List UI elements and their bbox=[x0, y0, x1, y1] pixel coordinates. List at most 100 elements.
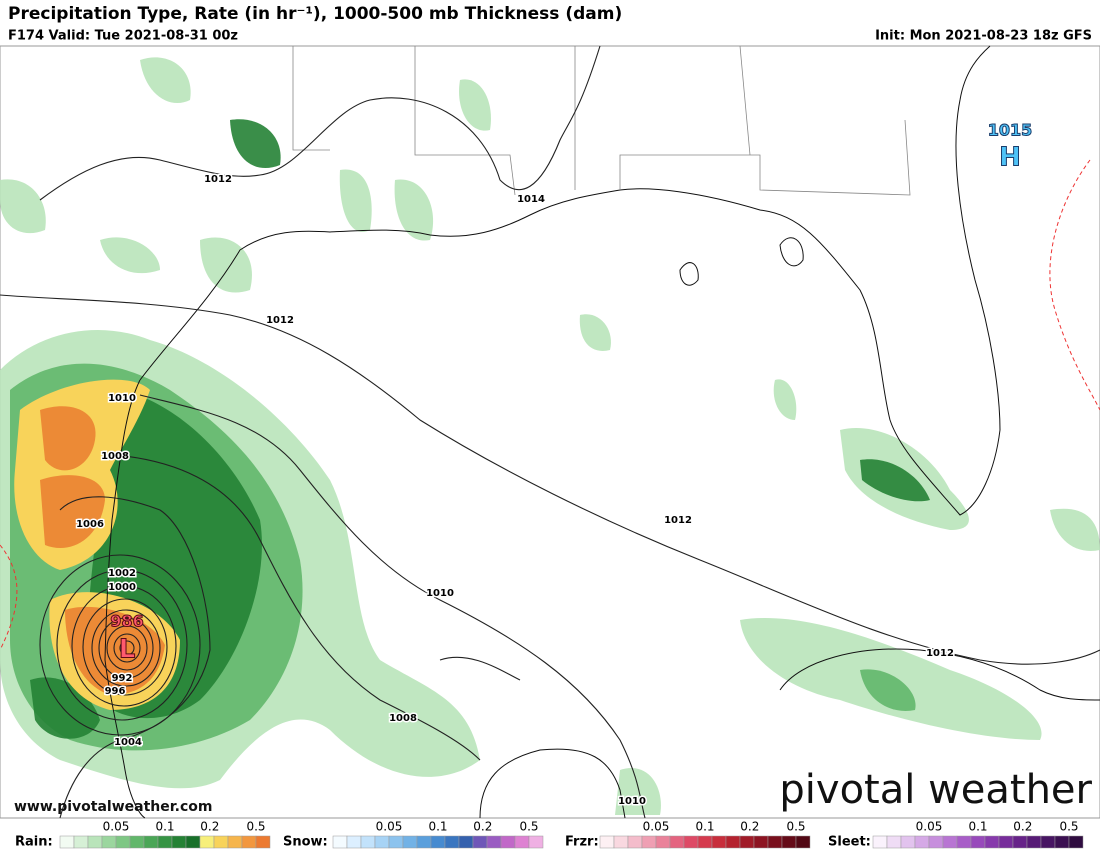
legend-swatch bbox=[795, 835, 811, 849]
legend-swatch bbox=[767, 835, 783, 849]
legend-swatch bbox=[956, 835, 972, 849]
legend-tick: 0.5 bbox=[519, 820, 538, 834]
logo: pivotal weather bbox=[779, 767, 1092, 813]
legend-swatch bbox=[185, 835, 201, 849]
isobar-label: 1010 bbox=[108, 393, 136, 404]
low-pressure: 986 bbox=[110, 612, 143, 631]
isobar-label: 992 bbox=[112, 673, 133, 684]
isobar-label: 1014 bbox=[517, 194, 545, 205]
legend-swatch bbox=[129, 835, 145, 849]
isobar-label: 1002 bbox=[108, 568, 136, 579]
legend-tick: 0.05 bbox=[103, 820, 130, 834]
legend-swatch bbox=[753, 835, 769, 849]
legend-swatch bbox=[970, 835, 986, 849]
legend-swatch bbox=[613, 835, 629, 849]
legend-tick: 0.5 bbox=[786, 820, 805, 834]
legend-swatch bbox=[781, 835, 797, 849]
legend-swatch bbox=[73, 835, 89, 849]
legend-swatch bbox=[346, 835, 362, 849]
legend-swatch bbox=[171, 835, 187, 849]
legend-label: Frzr: bbox=[565, 835, 599, 850]
legend-swatch bbox=[388, 835, 404, 849]
legend-swatch bbox=[374, 835, 390, 849]
legend-swatch bbox=[514, 835, 530, 849]
legend-swatch bbox=[1012, 835, 1028, 849]
legend-swatch bbox=[655, 835, 671, 849]
low-symbol: L bbox=[119, 635, 136, 665]
legend-swatch bbox=[416, 835, 432, 849]
isobar-label: 1008 bbox=[101, 451, 129, 462]
legend-swatch bbox=[255, 835, 271, 849]
legend-swatch bbox=[711, 835, 727, 849]
legend-swatch bbox=[528, 835, 544, 849]
legend-swatch bbox=[402, 835, 418, 849]
legend-tick: 0.2 bbox=[200, 820, 219, 834]
legend-swatch bbox=[627, 835, 643, 849]
legend-swatch bbox=[199, 835, 215, 849]
legend-swatch bbox=[213, 835, 229, 849]
isobar-label: 1008 bbox=[389, 713, 417, 724]
isobar-label: 1006 bbox=[76, 519, 104, 530]
map-title: Precipitation Type, Rate (in hr⁻¹), 1000… bbox=[8, 4, 622, 24]
init-time: Init: Mon 2021-08-23 18z GFS bbox=[875, 29, 1092, 44]
legend: Rain: 0.05 0.1 0.2 0.5 Snow: 0.05 0.1 0.2 0.5 Frzr… bbox=[15, 820, 1084, 850]
isobar-label: 1012 bbox=[926, 648, 954, 659]
legend-swatch bbox=[984, 835, 1000, 849]
isobar-label: 1004 bbox=[114, 737, 142, 748]
isobar-label: 1012 bbox=[204, 174, 232, 185]
high-pressure: 1015 bbox=[988, 121, 1033, 140]
legend-swatch bbox=[241, 835, 257, 849]
website: www.pivotalweather.com bbox=[14, 799, 213, 815]
isobar-label: 1010 bbox=[426, 588, 454, 599]
isobar-label: 996 bbox=[105, 686, 126, 697]
geography bbox=[0, 45, 1100, 819]
legend-swatch bbox=[143, 835, 159, 849]
legend-swatch bbox=[157, 835, 173, 849]
legend-swatch bbox=[500, 835, 516, 849]
legend-swatch bbox=[1054, 835, 1070, 849]
legend-swatch bbox=[725, 835, 741, 849]
legend-swatch bbox=[914, 835, 930, 849]
legend-swatch bbox=[886, 835, 902, 849]
legend-swatch bbox=[227, 835, 243, 849]
legend-tick: 0.05 bbox=[643, 820, 670, 834]
legend-swatch bbox=[900, 835, 916, 849]
legend-swatch bbox=[115, 835, 131, 849]
legend-swatch bbox=[641, 835, 657, 849]
legend-swatch bbox=[486, 835, 502, 849]
legend-swatch bbox=[87, 835, 103, 849]
legend-tick: 0.1 bbox=[428, 820, 447, 834]
legend-tick: 0.1 bbox=[155, 820, 174, 834]
legend-tick: 0.05 bbox=[376, 820, 403, 834]
isobar-label: 1012 bbox=[266, 315, 294, 326]
legend-swatch bbox=[942, 835, 958, 849]
legend-swatch bbox=[472, 835, 488, 849]
legend-tick: 0.2 bbox=[740, 820, 759, 834]
isobar-label: 1012 bbox=[664, 515, 692, 526]
legend-swatch bbox=[739, 835, 755, 849]
legend-label: Snow: bbox=[283, 835, 328, 850]
legend-swatch bbox=[1068, 835, 1084, 849]
legend-tick: 0.1 bbox=[968, 820, 987, 834]
legend-swatch bbox=[599, 835, 615, 849]
legend-swatch bbox=[458, 835, 474, 849]
isobar-label: 1000 bbox=[108, 582, 136, 593]
legend-swatch bbox=[101, 835, 117, 849]
legend-swatch bbox=[872, 835, 888, 849]
legend-swatch bbox=[683, 835, 699, 849]
legend-swatch bbox=[697, 835, 713, 849]
legend-label: Sleet: bbox=[828, 835, 871, 850]
legend-swatch bbox=[444, 835, 460, 849]
isobars bbox=[0, 45, 1100, 819]
legend-tick: 0.2 bbox=[1013, 820, 1032, 834]
valid-time: F174 Valid: Tue 2021-08-31 00z bbox=[8, 29, 238, 44]
legend-swatch bbox=[928, 835, 944, 849]
map-area: 1012 1014 1012 1010 1008 1006 1002 1000 … bbox=[0, 45, 1100, 819]
legend-tick: 0.1 bbox=[695, 820, 714, 834]
legend-swatch bbox=[59, 835, 75, 849]
legend-swatch bbox=[669, 835, 685, 849]
isobar-label: 1010 bbox=[618, 796, 646, 807]
legend-tick: 0.5 bbox=[1059, 820, 1078, 834]
